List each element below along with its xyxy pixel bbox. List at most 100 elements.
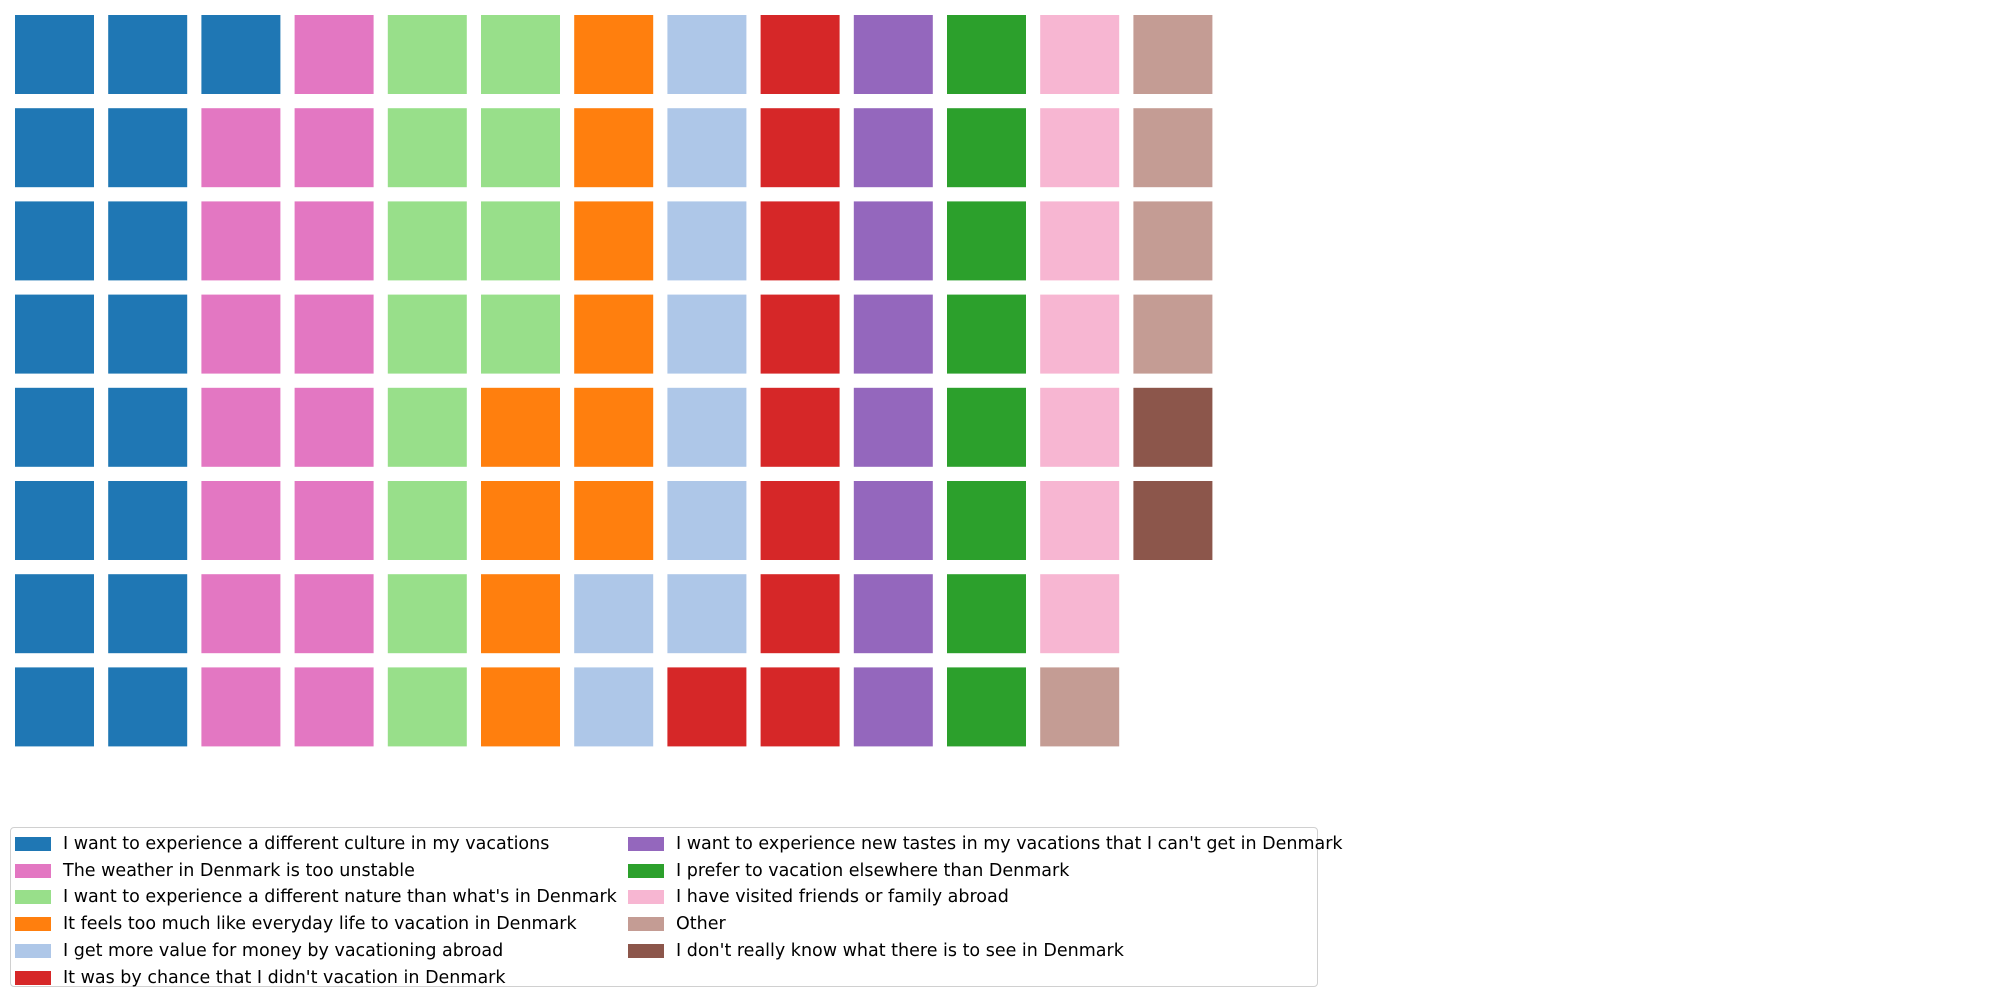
waffle-cell-series-2 bbox=[387, 15, 467, 94]
waffle-cell-series-0 bbox=[108, 294, 188, 374]
legend-swatch bbox=[628, 837, 664, 851]
waffle-cell-series-0 bbox=[108, 387, 188, 467]
waffle-cell-series-5 bbox=[760, 387, 840, 467]
waffle-cell-series-4 bbox=[667, 294, 747, 374]
waffle-cell-series-1 bbox=[201, 481, 281, 560]
waffle-cell-series-7 bbox=[947, 15, 1026, 94]
waffle-cell-series-0 bbox=[108, 201, 188, 281]
waffle-cell-series-3 bbox=[481, 481, 560, 560]
waffle-cell-series-10 bbox=[1133, 387, 1213, 467]
waffle-cell-series-3 bbox=[574, 481, 654, 560]
waffle-chart bbox=[15, 15, 1213, 747]
waffle-cell-series-1 bbox=[201, 201, 281, 281]
waffle-cell-series-7 bbox=[947, 387, 1026, 467]
waffle-cell-series-2 bbox=[387, 667, 467, 747]
waffle-cell-series-4 bbox=[667, 15, 747, 94]
legend-label: I don't really know what there is to see… bbox=[676, 940, 1124, 961]
waffle-cell-series-0 bbox=[15, 108, 94, 188]
legend-item: It was by chance that I didn't vacation … bbox=[15, 965, 506, 991]
waffle-cell-series-2 bbox=[387, 387, 467, 467]
waffle-cell-series-5 bbox=[760, 201, 840, 281]
waffle-cell-series-0 bbox=[15, 15, 94, 94]
waffle-cell-series-6 bbox=[853, 481, 933, 560]
waffle-cell-series-1 bbox=[294, 108, 374, 188]
waffle-cell-series-3 bbox=[574, 108, 654, 188]
legend-label: It was by chance that I didn't vacation … bbox=[63, 967, 506, 988]
legend-swatch bbox=[15, 970, 51, 985]
legend-item: I want to experience a different nature … bbox=[15, 884, 617, 910]
legend-swatch bbox=[15, 917, 51, 932]
legend-label: I want to experience new tastes in my va… bbox=[676, 834, 1343, 854]
waffle-cell-series-8 bbox=[1040, 574, 1120, 654]
waffle-cell-series-5 bbox=[760, 667, 840, 747]
waffle-cell-series-8 bbox=[1040, 108, 1120, 188]
waffle-cell-series-2 bbox=[481, 294, 560, 374]
legend-label: It feels too much like everyday life to … bbox=[63, 914, 577, 935]
waffle-cell-series-2 bbox=[387, 201, 467, 281]
legend-label: Other bbox=[676, 914, 726, 935]
legend-label: I get more value for money by vacationin… bbox=[63, 940, 504, 961]
legend-item: I want to experience a different culture… bbox=[15, 831, 549, 857]
waffle-cell-series-9 bbox=[1133, 201, 1213, 281]
waffle-cell-series-2 bbox=[387, 574, 467, 654]
legend-item: I want to experience new tastes in my va… bbox=[628, 831, 1343, 857]
legend-swatch bbox=[15, 943, 51, 958]
waffle-cell-series-0 bbox=[15, 201, 94, 281]
waffle-cell-series-0 bbox=[15, 294, 94, 374]
waffle-cell-series-3 bbox=[481, 667, 560, 747]
waffle-cell-series-0 bbox=[108, 574, 188, 654]
waffle-cell-series-0 bbox=[108, 481, 188, 560]
waffle-cell-series-0 bbox=[15, 574, 94, 654]
waffle-cell-series-4 bbox=[667, 108, 747, 188]
waffle-cell-series-2 bbox=[481, 15, 560, 94]
waffle-cell-series-7 bbox=[947, 201, 1026, 281]
legend-item: I prefer to vacation elsewhere than Denm… bbox=[628, 858, 1069, 884]
waffle-cell-series-0 bbox=[15, 481, 94, 560]
waffle-cell-series-0 bbox=[108, 15, 188, 94]
waffle-cell-series-4 bbox=[667, 387, 747, 467]
legend-label: The weather in Denmark is too unstable bbox=[63, 860, 415, 881]
waffle-cell-series-7 bbox=[947, 667, 1026, 747]
waffle-cell-series-0 bbox=[108, 667, 188, 747]
waffle-cell-series-7 bbox=[947, 294, 1026, 374]
waffle-cell-series-3 bbox=[574, 201, 654, 281]
waffle-cell-series-9 bbox=[1133, 15, 1213, 94]
waffle-cell-series-3 bbox=[574, 294, 654, 374]
legend-item: It feels too much like everyday life to … bbox=[15, 911, 577, 937]
legend-swatch bbox=[15, 863, 51, 878]
waffle-cell-series-5 bbox=[667, 667, 747, 747]
waffle-cell-series-8 bbox=[1040, 387, 1120, 467]
waffle-cell-series-5 bbox=[760, 481, 840, 560]
waffle-cell-series-1 bbox=[201, 387, 281, 467]
waffle-cell-series-2 bbox=[481, 108, 560, 188]
legend-item: I have visited friends or family abroad bbox=[628, 884, 1009, 910]
waffle-cell-series-4 bbox=[574, 667, 654, 747]
waffle-cell-series-9 bbox=[1133, 108, 1213, 188]
legend-label: I want to experience a different nature … bbox=[63, 887, 617, 908]
waffle-cell-series-0 bbox=[15, 387, 94, 467]
waffle-cell-series-1 bbox=[294, 667, 374, 747]
legend-swatch bbox=[628, 890, 664, 905]
waffle-cell-series-1 bbox=[294, 294, 374, 374]
waffle-cell-series-9 bbox=[1133, 294, 1213, 374]
waffle-cell-series-6 bbox=[853, 387, 933, 467]
waffle-cell-series-1 bbox=[201, 108, 281, 188]
waffle-cell-series-6 bbox=[853, 294, 933, 374]
waffle-cell-series-3 bbox=[481, 574, 560, 654]
waffle-cell-series-4 bbox=[574, 574, 654, 654]
waffle-cell-series-8 bbox=[1040, 201, 1120, 281]
legend-swatch bbox=[15, 837, 51, 851]
waffle-cell-series-9 bbox=[1040, 667, 1120, 747]
legend-item: I don't really know what there is to see… bbox=[628, 938, 1124, 964]
legend-swatch bbox=[628, 943, 664, 958]
waffle-cell-series-0 bbox=[108, 108, 188, 188]
legend-label: I want to experience a different culture… bbox=[63, 834, 550, 854]
waffle-cell-series-1 bbox=[294, 15, 374, 94]
legend-label: I have visited friends or family abroad bbox=[676, 887, 1009, 908]
waffle-cell-series-6 bbox=[853, 15, 933, 94]
waffle-cell-series-4 bbox=[667, 201, 747, 281]
waffle-cell-series-8 bbox=[1040, 294, 1120, 374]
waffle-cell-series-1 bbox=[201, 667, 281, 747]
waffle-cell-series-0 bbox=[15, 667, 94, 747]
waffle-cell-series-1 bbox=[294, 481, 374, 560]
